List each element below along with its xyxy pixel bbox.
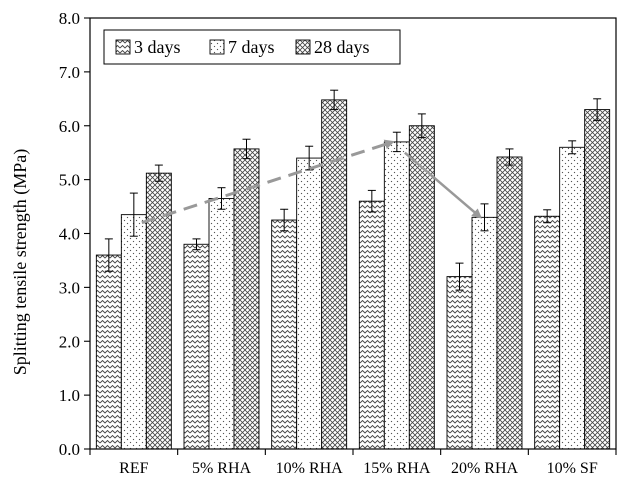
y-tick-label: 2.0 (59, 332, 80, 351)
x-axis-ticks: REF 5% RHA 10% RHA 15% RHA 20% RHA 10% SF (89, 449, 617, 477)
x-category-label: 5% RHA (192, 460, 252, 477)
y-axis-ticks: 0.0 1.0 2.0 3.0 4.0 5.0 6.0 7.0 8.0 (59, 9, 90, 459)
y-tick-label: 6.0 (59, 117, 80, 136)
x-category-label: 15% RHA (363, 460, 431, 477)
y-axis-title-group: Splitting tensile strength (MPa) (10, 149, 31, 376)
y-axis-title: Splitting tensile strength (MPa) (10, 149, 31, 376)
bar (95, 254, 122, 450)
bar (321, 99, 348, 450)
x-category-label: REF (119, 460, 148, 477)
legend-label: 7 days (228, 37, 275, 57)
bar (534, 215, 561, 450)
legend: 3 days 7 days 28 days (103, 29, 401, 65)
bar (446, 276, 473, 450)
trend-arrows (141, 139, 483, 225)
y-tick-label: 1.0 (59, 386, 80, 405)
bar-groups (95, 99, 611, 450)
bar (233, 148, 260, 450)
bar (208, 198, 235, 450)
y-tick-label: 3.0 (59, 278, 80, 297)
bar (471, 216, 498, 450)
y-tick-label: 7.0 (59, 63, 80, 82)
x-category-label: 10% SF (547, 460, 598, 477)
bar (496, 156, 523, 450)
bar (559, 146, 586, 450)
y-tick-label: 0.0 (59, 440, 80, 459)
legend-swatch (209, 39, 225, 55)
legend-label: 3 days (134, 37, 181, 57)
legend-box (103, 29, 401, 65)
bar (383, 141, 410, 450)
plot-frame (89, 17, 617, 450)
x-category-label: 20% RHA (451, 460, 519, 477)
bar (120, 214, 147, 450)
bar (358, 200, 385, 450)
bar (296, 157, 323, 450)
y-tick-label: 5.0 (59, 171, 80, 190)
legend-label: 28 days (314, 37, 370, 57)
solid-trend-arrow (404, 151, 483, 219)
x-category-label: 10% RHA (276, 460, 344, 477)
error-bars (104, 89, 602, 291)
dashed-trend-arrow (141, 139, 395, 225)
bar (183, 243, 210, 450)
legend-swatch (295, 39, 311, 55)
y-tick-label: 4.0 (59, 225, 80, 244)
bar (584, 109, 611, 450)
y-tick-label: 8.0 (59, 9, 80, 28)
legend-swatch (115, 39, 131, 55)
bar (271, 219, 298, 450)
